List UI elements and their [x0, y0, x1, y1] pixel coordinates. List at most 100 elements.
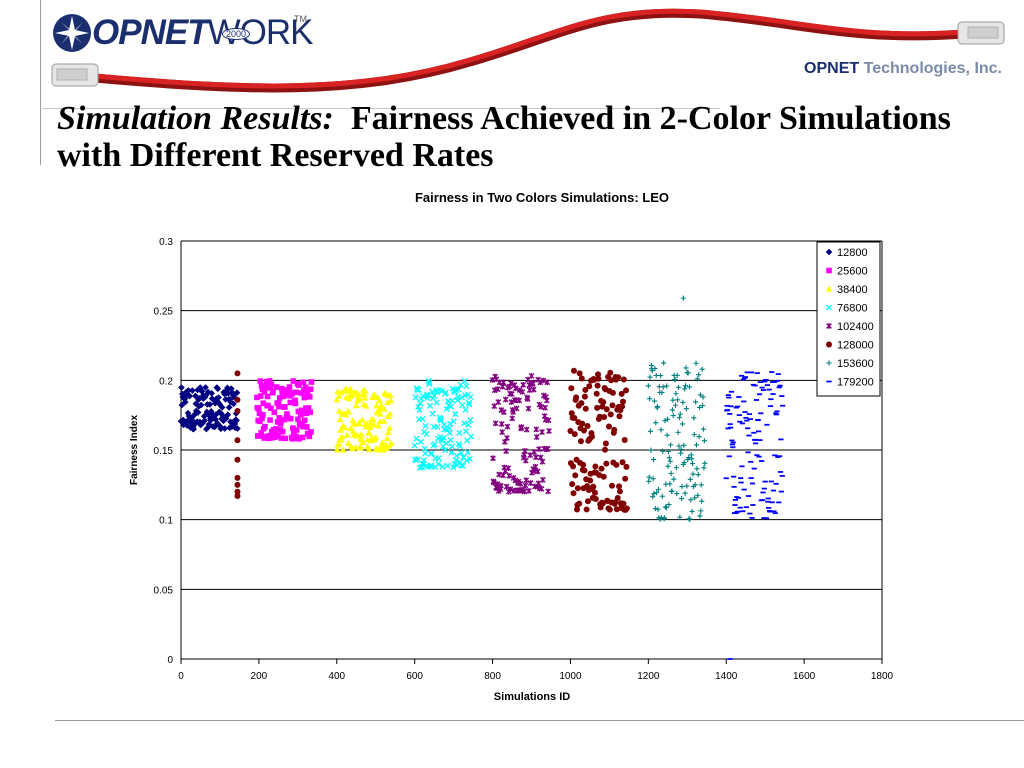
data-point: [337, 426, 344, 433]
x-tick-label: 1600: [793, 671, 816, 682]
data-point: [595, 371, 602, 378]
data-point: [528, 373, 535, 379]
data-point: [662, 504, 669, 510]
data-point: [667, 481, 673, 487]
data-point: [413, 435, 420, 442]
logo-text-bold: OPNET: [92, 13, 209, 52]
data-point: [674, 490, 680, 497]
data-point: [224, 411, 232, 419]
data-point: [431, 441, 438, 448]
data-point: [591, 489, 598, 496]
data-point: [538, 403, 545, 410]
legend-label: 102400: [837, 321, 874, 333]
data-point: [647, 374, 653, 380]
data-point: [673, 391, 679, 397]
data-point: [676, 415, 683, 421]
data-point: [702, 460, 708, 466]
data-point: [700, 403, 706, 409]
data-point: [374, 422, 382, 429]
data-point: [601, 413, 608, 420]
data-point: [274, 419, 281, 425]
data-point: [275, 400, 282, 407]
data-point: [209, 410, 216, 418]
data-point: [582, 405, 589, 412]
data-point: [521, 452, 527, 458]
data-point: [583, 506, 590, 513]
data-point: [525, 405, 532, 412]
data-point: [437, 415, 444, 422]
data-point: [380, 417, 388, 424]
data-point: [608, 377, 615, 384]
data-point: [696, 434, 702, 440]
data-point: [661, 360, 667, 366]
data-point: [531, 449, 538, 455]
legend-label: 38400: [837, 284, 868, 296]
data-point: [616, 488, 623, 495]
data-point: [467, 393, 474, 401]
data-point: [670, 412, 676, 419]
data-point: [586, 383, 593, 390]
data-point: [614, 494, 621, 501]
data-point: [214, 398, 222, 406]
data-point: [662, 418, 668, 424]
x-tick-label: 0: [178, 671, 184, 682]
data-point: [187, 424, 194, 431]
data-point: [657, 372, 664, 379]
x-tick-label: 200: [251, 671, 268, 682]
data-point: [522, 482, 529, 489]
data-point: [194, 409, 202, 416]
x-tick-label: 400: [328, 671, 345, 682]
data-point: [384, 428, 392, 435]
data-point: [694, 466, 700, 472]
data-point: [222, 415, 230, 422]
data-point: [414, 386, 421, 394]
data-point: [357, 431, 365, 438]
data-point: [546, 428, 552, 434]
data-point: [505, 465, 512, 472]
data-point: [334, 388, 342, 395]
data-point: [671, 476, 677, 482]
data-point: [695, 472, 701, 478]
data-point: [659, 389, 665, 396]
data-point: [199, 420, 206, 427]
data-point: [428, 450, 435, 457]
data-point: [290, 425, 296, 431]
slide-title: Simulation Results: Fairness Achieved in…: [57, 100, 957, 174]
data-point: [444, 462, 451, 469]
data-point: [274, 384, 280, 390]
data-point: [362, 402, 370, 409]
data-point: [536, 446, 542, 452]
data-point: [215, 394, 222, 401]
data-point: [426, 402, 434, 409]
data-point: [257, 393, 264, 399]
data-point: [461, 420, 468, 427]
data-point: [616, 413, 623, 420]
data-point: [284, 411, 290, 417]
data-point: [276, 415, 283, 421]
data-point: [697, 392, 704, 398]
data-point: [686, 454, 692, 461]
data-point: [254, 394, 260, 401]
data-point: [698, 508, 704, 514]
data-point: [519, 388, 526, 395]
data-point: [650, 457, 657, 463]
data-point: [255, 405, 262, 412]
data-point: [442, 447, 449, 454]
data-point: [292, 400, 299, 407]
data-point: [210, 396, 217, 404]
data-point: [652, 365, 658, 372]
data-point: [592, 496, 599, 503]
trademark-mark: TM: [294, 14, 307, 24]
data-point: [666, 502, 672, 508]
data-point: [260, 400, 267, 407]
data-point: [623, 387, 630, 394]
data-point: [234, 437, 241, 444]
data-point: [286, 384, 293, 390]
data-point: [452, 457, 459, 464]
data-point: [191, 420, 198, 428]
data-point: [465, 399, 473, 406]
data-point: [279, 428, 286, 435]
data-point: [503, 448, 510, 454]
data-point: [217, 425, 225, 433]
data-point: [619, 459, 626, 466]
